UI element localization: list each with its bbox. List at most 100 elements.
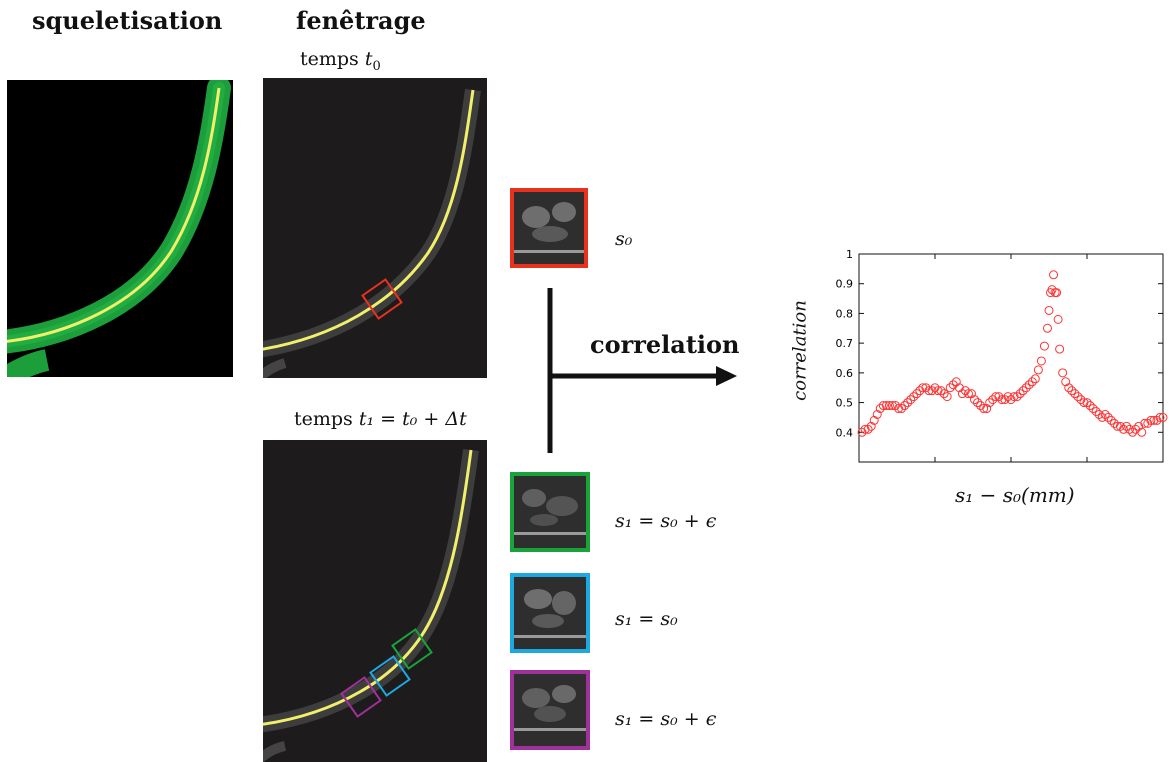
data-point [1070,389,1080,399]
data-point [909,392,919,402]
data-point [1131,424,1141,434]
window-image-t0 [263,78,487,378]
skeleton-line-t1 [263,449,473,726]
data-point [1128,427,1138,437]
data-point [1006,395,1016,405]
data-point [1058,368,1068,378]
data-point [1047,285,1057,295]
heading-squeletisation: squeletisation [32,6,223,35]
data-point [918,383,928,393]
patch-label-purple-text: s₁ = s₀ + ϵ [615,708,717,730]
data-point [1137,427,1147,437]
y-tick-label: 0.9 [836,278,854,291]
data-point [985,398,995,408]
x-tick-label: −0.5 [922,468,949,470]
data-point [1076,395,1086,405]
data-point [982,404,992,414]
data-point [1088,404,1098,414]
data-point [966,389,976,399]
data-point [1082,398,1092,408]
data-point [878,401,888,411]
data-point [960,386,970,396]
data-point [942,392,952,402]
time-label-t1-expr: t₁ = t₀ + Δt [358,408,467,430]
data-point [866,421,876,431]
data-point [1085,401,1095,411]
data-point [1115,421,1125,431]
chart-ylabel: correlation [789,300,811,401]
patch-blue-texture [514,577,586,649]
patch-purple [510,670,590,750]
y-tick-label: 0.4 [836,426,854,439]
y-tick-label: 0.8 [836,307,854,320]
data-point [1094,409,1104,419]
data-point [875,404,885,414]
data-point [1143,418,1153,428]
patch-label-blue-text: s₁ = s₀ [615,608,678,630]
patch-label-green: s₁ = s₀ + ϵ [615,510,716,532]
chart-xlabel: s₁ − s₀(mm) [955,483,1075,507]
arrow-label: correlation [590,330,740,359]
y-tick-label: 0.6 [836,367,854,380]
data-point [976,401,986,411]
data-point [921,383,931,393]
skeleton-line [7,87,221,343]
data-point [948,380,958,390]
data-point [860,424,870,434]
data-point [1100,409,1110,419]
data-point [1052,288,1062,298]
data-point [872,409,882,419]
scatter-points [857,270,1168,437]
data-point [957,389,967,399]
data-point [912,389,922,399]
data-point [1146,415,1156,425]
data-point [857,427,867,437]
data-point [1044,305,1054,315]
data-point [1064,383,1074,393]
root-body-highlight [7,82,225,348]
root-faint-t1 [263,448,479,733]
correlation-chart: −1 −0.5 0 0.5 1 0.4 0.5 0.6 0.7 0.8 0.9 1 [836,248,1168,470]
data-point [1152,415,1162,425]
data-point [1079,398,1089,408]
data-point [890,401,900,411]
patch-red [510,188,588,268]
data-point [1125,424,1135,434]
data-point [1140,418,1150,428]
data-point [906,395,916,405]
data-point [1158,412,1168,422]
patch-label-purple: s₁ = s₀ + ϵ [615,708,716,730]
skeleton-line-t0 [263,89,475,351]
heading-fenetrage: fenêtrage [296,6,426,35]
data-point [1097,412,1107,422]
data-point [894,404,904,414]
skeleton-image [7,80,233,377]
correlation-arrow [547,288,737,453]
data-point [1053,314,1063,324]
data-point [1042,323,1052,333]
data-point [951,377,961,387]
data-point [994,392,1004,402]
data-point [979,404,989,414]
data-point [1049,270,1059,280]
window-red [361,278,403,320]
data-point [1055,344,1065,354]
data-point [1012,392,1022,402]
data-point [973,398,983,408]
axis-ticks: −1 −0.5 0 0.5 1 0.4 0.5 0.6 0.7 0.8 0.9 1 [836,248,1167,470]
data-point [1067,386,1077,396]
data-point [1021,383,1031,393]
data-point [1134,421,1144,431]
patch-label-green-text: s₁ = s₀ + ϵ [615,510,717,532]
patch-purple-texture [514,674,586,746]
data-point [939,389,949,399]
data-point [997,395,1007,405]
data-point [1149,415,1159,425]
data-point [1122,421,1132,431]
window-image-t0-svg [263,88,481,378]
patch-label-red-text: s₀ [615,228,633,250]
data-point [933,386,943,396]
data-point [869,415,879,425]
data-point [1112,421,1122,431]
